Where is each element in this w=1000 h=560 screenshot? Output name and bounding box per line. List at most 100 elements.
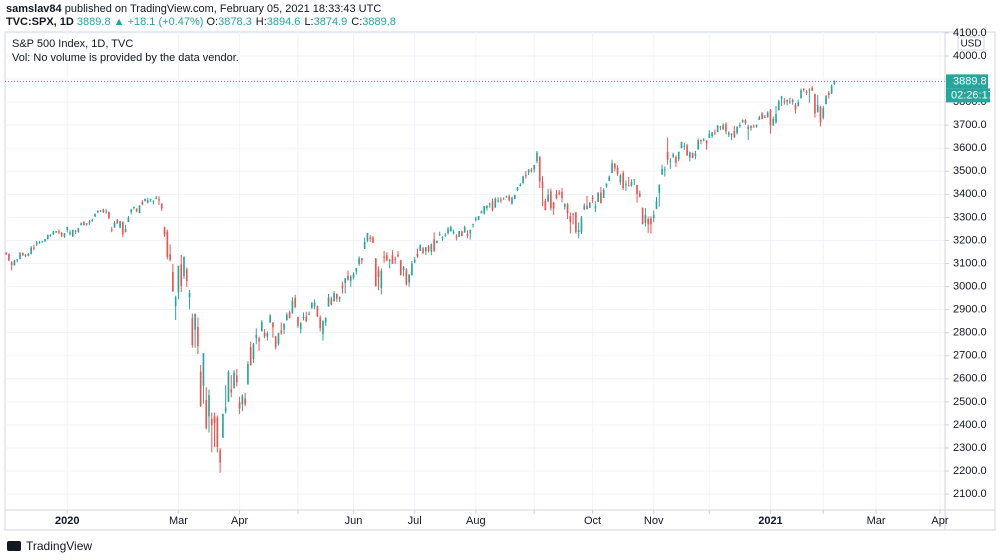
y-tick-label: 4000.0: [953, 50, 987, 62]
author[interactable]: samslav84: [6, 3, 62, 15]
x-tick-label: Oct: [584, 515, 601, 527]
candle-body: [733, 130, 736, 138]
candle-body: [669, 160, 672, 162]
ohlc-label: L:: [304, 16, 314, 28]
candle-body: [280, 330, 283, 334]
candle-body: [586, 205, 588, 210]
x-tick-label: Aug: [466, 515, 486, 527]
candle-body: [719, 126, 722, 128]
candle-body: [269, 315, 271, 323]
candle-body: [80, 223, 82, 225]
candle-body: [219, 450, 221, 463]
candle-body: [550, 191, 552, 209]
y-tick-label: 2600.0: [953, 373, 987, 385]
candle-body: [647, 219, 649, 225]
y-tick-label: 3400.0: [953, 188, 987, 200]
candle-body: [780, 96, 783, 99]
candle-body: [322, 320, 324, 335]
candle-body: [274, 336, 277, 348]
candle-body: [497, 200, 499, 202]
candle-body: [477, 216, 480, 220]
candle-body: [319, 317, 322, 329]
candle-body: [224, 407, 227, 412]
candle-body: [802, 88, 805, 90]
candle-body: [233, 372, 235, 389]
candle-body: [613, 163, 616, 169]
candle-body: [66, 227, 69, 231]
candle-body: [55, 231, 57, 233]
candle-body: [311, 302, 313, 308]
candle-body: [258, 338, 260, 342]
candle-body: [558, 192, 561, 195]
candle-body: [736, 126, 738, 133]
candle-body: [91, 219, 94, 221]
countdown-tag: [946, 88, 990, 103]
y-tick-label: 3100.0: [953, 257, 987, 269]
candle-body: [374, 258, 377, 287]
candle-body: [494, 198, 497, 208]
y-tick-label: 4100.0: [953, 27, 987, 39]
candle-body: [458, 231, 460, 237]
candle-body: [708, 133, 711, 138]
candle-body: [88, 221, 91, 223]
candle-body: [811, 87, 813, 91]
candle-body: [630, 182, 633, 186]
candle-body: [102, 209, 105, 213]
candle-body: [305, 316, 308, 322]
x-tick-label: Apr: [931, 515, 948, 527]
candle-body: [372, 237, 374, 243]
candle-body: [664, 169, 666, 171]
candle-body: [772, 118, 775, 126]
candle-body: [486, 205, 488, 209]
candle-body: [19, 252, 21, 259]
candle-body: [33, 247, 35, 249]
candle-body: [588, 202, 591, 208]
candle-body: [755, 124, 758, 127]
last-value: 3889.8: [76, 16, 111, 28]
candle-body: [530, 169, 533, 172]
candle-body: [266, 332, 269, 337]
candle-body: [383, 256, 385, 258]
candle-body: [41, 241, 44, 243]
candle-body: [741, 120, 744, 122]
candle-body: [466, 234, 469, 237]
candle-body: [16, 259, 19, 261]
candle-body: [691, 153, 694, 158]
candle-body: [46, 234, 49, 240]
y-tick-label: 2900.0: [953, 304, 987, 316]
candle-body: [505, 196, 508, 198]
candle-body: [294, 297, 297, 307]
candle-body: [83, 221, 85, 226]
candle-body: [583, 205, 586, 210]
candle-body: [769, 110, 772, 125]
candle-body: [516, 187, 519, 191]
candle-body: [188, 293, 191, 298]
candle-body: [552, 202, 555, 209]
x-tick-label: Mar: [867, 515, 886, 527]
chart-subtitle: Vol: No volume is provided by the data v…: [12, 52, 239, 64]
candle-body: [391, 255, 394, 264]
candle-body: [205, 400, 208, 429]
symbol-line: TVC:SPX, 1D 3889.8 ▲ +18.1 (+0.47%) O:38…: [6, 16, 400, 28]
candle-body: [727, 132, 730, 135]
candle-body: [191, 317, 194, 345]
candle-body: [408, 274, 410, 283]
candle-body: [247, 364, 249, 384]
y-tick-label: 3200.0: [953, 234, 987, 246]
candle-body: [602, 189, 605, 199]
candle-body: [594, 206, 597, 209]
candle-body: [152, 201, 155, 203]
candle-body: [163, 227, 166, 235]
candle-body: [566, 204, 569, 214]
candle-body: [272, 322, 274, 328]
x-tick-label: Jul: [408, 515, 422, 527]
candle-body: [675, 156, 677, 163]
candle-body: [827, 92, 830, 96]
candle-body: [461, 231, 463, 237]
candle-body: [714, 132, 716, 134]
candle-body: [158, 198, 160, 201]
candle-body: [288, 312, 291, 319]
y-tick-label: 2400.0: [953, 419, 987, 431]
candle-body: [636, 184, 638, 195]
candle-body: [791, 99, 794, 102]
